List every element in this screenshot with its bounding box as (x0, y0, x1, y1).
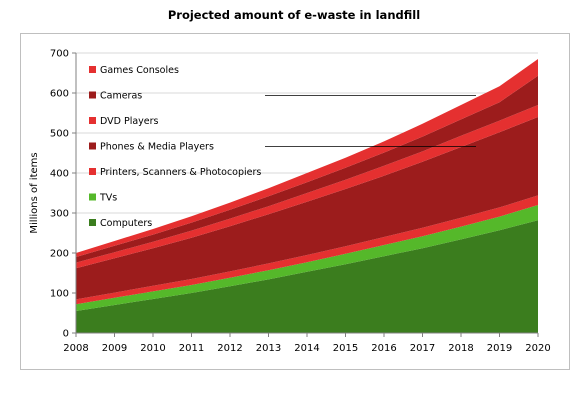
series-area-cameras (76, 75, 538, 263)
series-area-computers (76, 220, 538, 333)
legend-label: DVD Players (100, 116, 159, 127)
series-area-printers-scanners-photocopiers (76, 195, 538, 305)
area-chart: 0 100 200 300 400 500 600 700 2008 2009 2010 2011 20… (29, 49, 551, 355)
chart-frame: 0 100 200 300 400 500 600 700 2008 2009 2010 2011 20… (20, 33, 570, 370)
x-tick-label: 2011 (179, 343, 204, 354)
y-tick-label: 700 (50, 49, 69, 60)
legend-label: Phones & Media Players (100, 142, 214, 153)
x-tick-label: 2013 (256, 343, 281, 354)
legend-label: Cameras (100, 91, 142, 102)
series-area-dvd-players (76, 105, 538, 269)
x-tick-label: 2010 (140, 343, 165, 354)
y-axis-label: Millions of items (29, 152, 40, 233)
legend-swatch (89, 142, 96, 150)
series-area-tvs (76, 205, 538, 311)
x-tick-label: 2008 (63, 343, 88, 354)
chart-title: Projected amount of e-waste in landfill (167, 8, 421, 22)
legend-label: Games Consoles (100, 65, 179, 76)
legend-swatch (89, 117, 96, 124)
y-tick-label: 400 (50, 169, 69, 180)
y-tick-label: 600 (50, 89, 69, 100)
x-tick-label: 2016 (371, 343, 396, 354)
x-tick-label: 2012 (217, 343, 242, 354)
y-tick-label: 300 (50, 209, 69, 220)
y-tick-label: 0 (63, 329, 69, 340)
x-tick-label: 2020 (525, 343, 550, 354)
x-tick-label: 2015 (333, 343, 358, 354)
series-area-phones-media-players (76, 117, 538, 300)
legend-swatch (89, 193, 96, 201)
y-tick-label: 200 (50, 249, 69, 260)
x-tick-label: 2017 (410, 343, 435, 354)
legend-swatch (89, 168, 96, 175)
y-tick-label: 500 (50, 129, 69, 140)
x-tick-label: 2014 (294, 343, 319, 354)
legend-swatch (89, 66, 96, 73)
x-tick-label: 2019 (487, 343, 512, 354)
legend-swatch (89, 219, 96, 226)
y-tick-label: 100 (50, 289, 69, 300)
legend-swatch (89, 91, 96, 99)
x-tick-label: 2018 (448, 343, 473, 354)
legend-label: Computers (100, 218, 152, 229)
legend-label: Printers, Scanners & Photocopiers (100, 167, 261, 178)
legend-label: TVs (99, 193, 117, 204)
x-tick-label: 2009 (102, 343, 127, 354)
